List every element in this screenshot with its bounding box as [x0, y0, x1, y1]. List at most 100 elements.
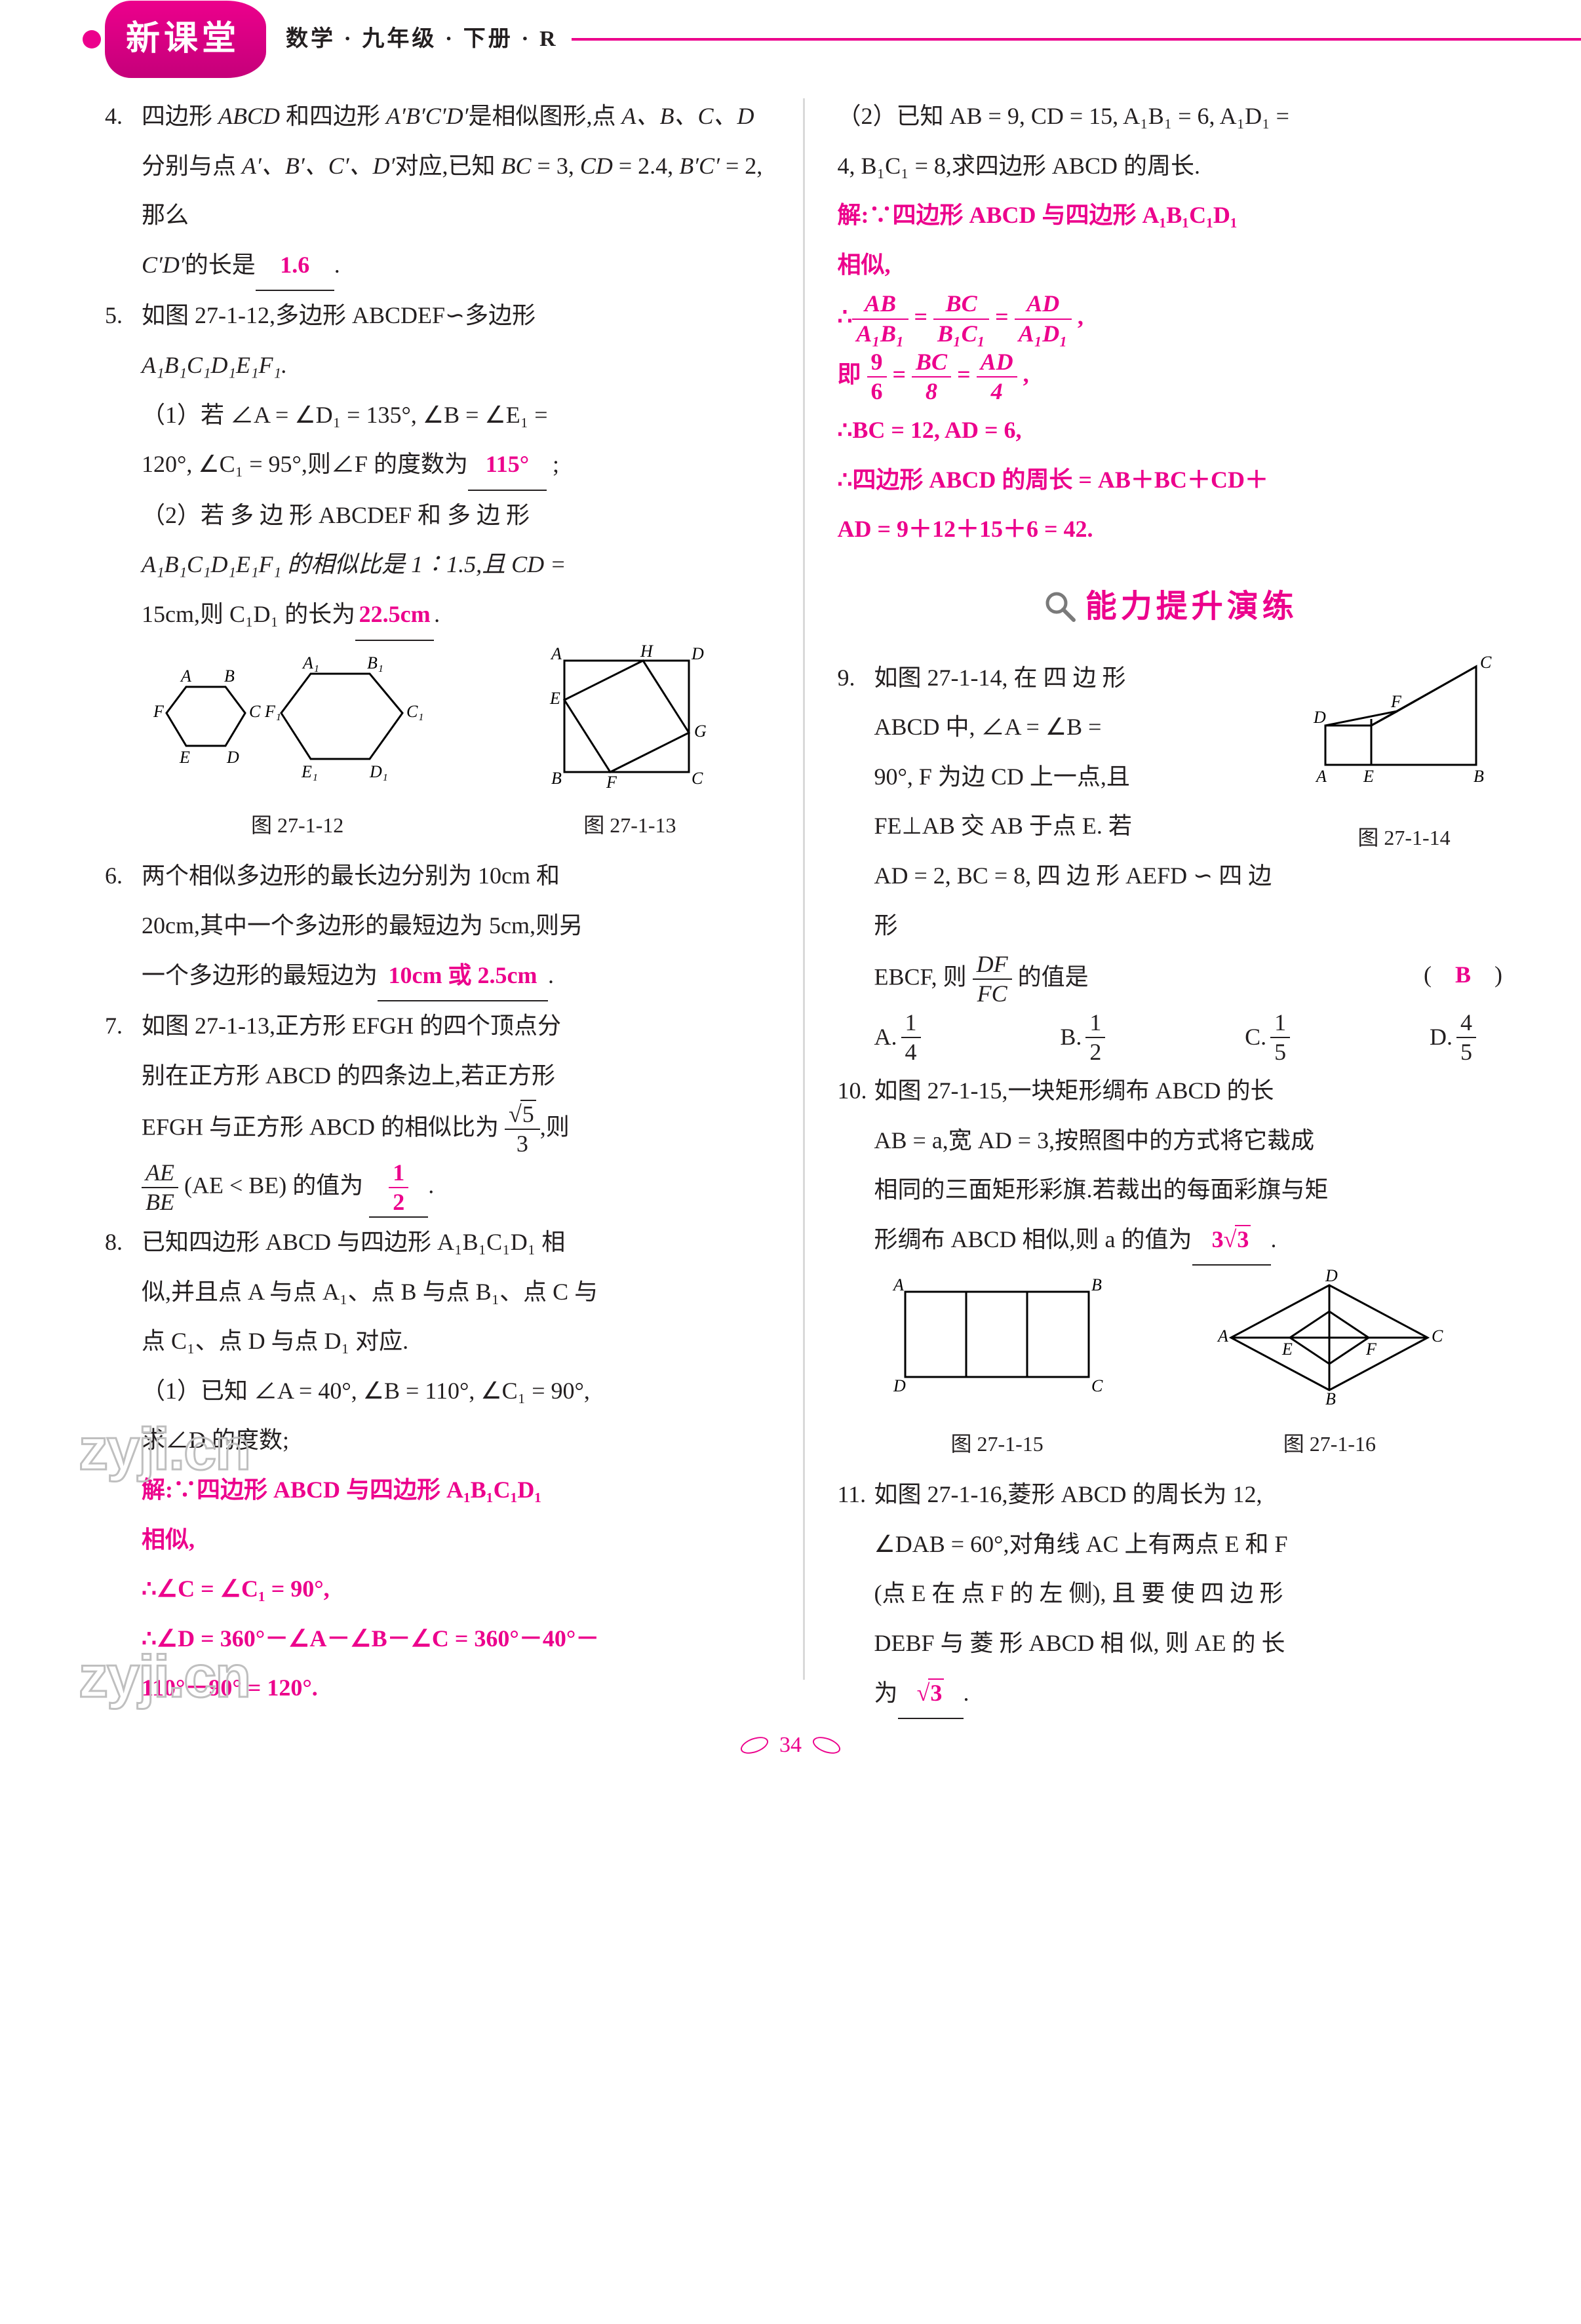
q11-l5a: 为 — [874, 1680, 898, 1706]
q11-l1: 如图 27-1-16,菱形 ABCD 的周长为 12, — [874, 1481, 1262, 1507]
q11-l2: ∠DAB = 60°,对角线 AC 上有两点 E 和 F — [874, 1531, 1288, 1557]
hexagons-svg: AB CD EF A₁B₁ C₁D₁ E₁F₁ — [160, 648, 435, 785]
svg-text:A: A — [1217, 1327, 1228, 1346]
fig-27-1-13-caption: 图 27-1-13 — [545, 804, 715, 847]
q5-l1: 如图 27-1-12,多边形 ABCDEF∽多边形 — [142, 302, 536, 328]
q9-choices: A. 14 B. 12 C. 15 D. 45 — [874, 1009, 1503, 1066]
svg-text:E: E — [179, 748, 190, 767]
svg-text:F: F — [153, 702, 165, 721]
q4-pts: A、B、C、D — [622, 103, 754, 129]
q7-l3a: EFGH 与正方形 ABCD 的相似比为 — [142, 1114, 499, 1140]
figure-row-1: AB CD EF A₁B₁ C₁D₁ E₁F₁ 图 27-1-12 — [105, 648, 770, 848]
question-6: 6. 两个相似多边形的最长边分别为 10cm 和 20cm,其中一个多边形的最短… — [105, 851, 770, 1001]
svg-text:A: A — [892, 1275, 904, 1294]
q7-l1: 如图 27-1-13,正方形 EFGH 的四个顶点分 — [142, 1013, 561, 1039]
q5-p1l: （1）若 ∠A = ∠D₁ = 135°, ∠B = ∠E₁ = — [142, 402, 548, 428]
q9-choice-d: D. 45 — [1430, 1009, 1476, 1066]
q5-p1l2: 120°, ∠C₁ = 95°,则∠F 的度数为 — [142, 451, 468, 477]
q9-l5: AD = 2, BC = 8, 四 边 形 AEFD ∽ 四 边 形 — [874, 862, 1272, 939]
q9-l3: 90°, F 为边 CD 上一点,且 — [874, 764, 1130, 790]
q4-t3: 是相似图形,点 — [469, 103, 622, 129]
figure-27-1-15: AB CD 图 27-1-15 — [886, 1272, 1108, 1466]
q5-num: 5. — [105, 291, 142, 640]
q6-l3b: . — [548, 962, 554, 988]
fig-27-1-14-caption: 图 27-1-14 — [1306, 816, 1502, 860]
q6-body: 两个相似多边形的最长边分别为 10cm 和 20cm,其中一个多边形的最短边为 … — [142, 851, 770, 1001]
q6-l2: 20cm,其中一个多边形的最短边为 5cm,则另 — [142, 912, 583, 939]
svg-text:F: F — [1365, 1340, 1377, 1359]
section-title-text: 能力提升演练 — [1085, 574, 1298, 640]
q5-p2l3: 15cm,则 C₁D₁ 的长为 — [142, 601, 355, 627]
svg-text:C: C — [692, 769, 703, 788]
q9-paren: ( B ) — [1424, 950, 1502, 1000]
question-10: 10. 如图 27-1-15,一块矩形绸布 ABCD 的长 AB = a,宽 A… — [838, 1066, 1503, 1266]
q4-t5: 对应,已知 — [395, 153, 501, 179]
figure-row-2: AB CD 图 27-1-15 AC DB — [838, 1272, 1503, 1466]
q4-bc: BC — [501, 153, 532, 179]
svg-text:A: A — [550, 644, 562, 663]
q4-t4: 分别与点 — [142, 153, 242, 179]
q6-l3a: 一个多边形的最短边为 — [142, 962, 378, 988]
q7-body: 如图 27-1-13,正方形 EFGH 的四个顶点分 别在正方形 ABCD 的四… — [142, 1001, 770, 1218]
q8p2-l1: （2）已知 AB = 9, CD = 15, A₁B₁ = 6, A₁D₁ = — [838, 103, 1289, 129]
q8-part2: （2）已知 AB = 9, CD = 15, A₁B₁ = 6, A₁D₁ = … — [838, 92, 1503, 554]
question-11: 11. 如图 27-1-16,菱形 ABCD 的周长为 12, ∠DAB = 6… — [838, 1470, 1503, 1719]
svg-text:C: C — [1091, 1376, 1103, 1395]
svg-text:D: D — [691, 644, 704, 663]
q6-answer: 10cm 或 2.5cm — [378, 951, 548, 1002]
header-subtitle: 数学 · 九年级 · 下册 · R — [286, 16, 558, 62]
q8-l3: 点 C₁、点 D 与点 D₁ 对应. — [142, 1328, 408, 1354]
q5-body: 如图 27-1-12,多边形 ABCDEF∽多边形 A₁B₁C₁D₁E₁F₁. … — [142, 291, 770, 640]
figure-27-1-13: AD BC EF GH 图 27-1-13 — [545, 648, 715, 848]
q5-p2l2: A₁B₁C₁D₁E₁F₁ 的相似比是 1∶1.5,且 CD = — [142, 551, 566, 577]
q8-num: 8. — [105, 1218, 142, 1713]
q11-num: 11. — [838, 1470, 874, 1719]
svg-text:B: B — [1091, 1275, 1102, 1294]
q4-abcd: ABCD — [218, 103, 280, 129]
q11-l4: DEBF 与 菱 形 ABCD 相 似, 则 AE 的 长 — [874, 1630, 1285, 1656]
q4-answer: 1.6 — [256, 241, 334, 292]
q9-num: 9. — [838, 653, 874, 1066]
q4-cd: CD — [580, 153, 613, 179]
q7-answer: 12 — [389, 1159, 408, 1216]
content-area: 4. 四边形 ABCD 和四边形 A′B′C′D′是相似图形,点 A、B、C、D… — [0, 79, 1581, 1719]
q8-l1: 已知四边形 ABCD 与四边形 A₁B₁C₁D₁ 相 — [142, 1229, 565, 1255]
q10-body: 如图 27-1-15,一块矩形绸布 ABCD 的长 AB = a,宽 AD = … — [874, 1066, 1503, 1266]
q9-choice-a: A. 14 — [874, 1009, 921, 1066]
question-4: 4. 四边形 ABCD 和四边形 A′B′C′D′是相似图形,点 A、B、C、D… — [105, 92, 770, 291]
q6-l1: 两个相似多边形的最长边分别为 10cm 和 — [142, 862, 560, 889]
svg-text:B: B — [1474, 767, 1484, 786]
q4-num: 4. — [105, 92, 142, 291]
svg-text:E: E — [1363, 767, 1374, 786]
q10-l4b: . — [1271, 1226, 1277, 1252]
svg-text:F: F — [1390, 692, 1402, 711]
q10-num: 10. — [838, 1066, 874, 1266]
q4-cdp: C′D′ — [142, 252, 185, 278]
q5-p2-answer: 22.5cm — [355, 590, 434, 641]
q4-period: . — [334, 252, 340, 278]
q11-answer: 3 — [898, 1669, 964, 1720]
q5-p1e: ; — [547, 451, 559, 477]
q5-p2l: （2）若 多 边 形 ABCDEF 和 多 边 形 — [142, 502, 530, 528]
svg-text:E₁: E₁ — [301, 762, 318, 781]
svg-text:C: C — [1480, 653, 1492, 672]
right-column: （2）已知 AB = 9, CD = 15, A₁B₁ = 6, A₁D₁ = … — [805, 92, 1503, 1719]
q9-l6a: EBCF, 则 — [874, 964, 967, 990]
question-9: 9. — [838, 653, 1503, 1066]
figure-27-1-12: AB CD EF A₁B₁ C₁D₁ E₁F₁ 图 27-1-12 — [160, 648, 435, 848]
q10-answer: 33 — [1192, 1215, 1271, 1266]
q6-num: 6. — [105, 851, 142, 1001]
q4-eq1: = 3, — [532, 153, 580, 179]
q8p2-l2: 4, B₁C₁ = 8,求四边形 ABCD 的周长. — [838, 153, 1200, 179]
q9-l1: 如图 27-1-14, 在 四 边 形 — [874, 665, 1126, 691]
svg-text:D: D — [1325, 1266, 1338, 1285]
q7-num: 7. — [105, 1001, 142, 1218]
svg-text:C: C — [1432, 1327, 1443, 1346]
svg-text:F: F — [606, 773, 617, 792]
svg-text:G: G — [694, 722, 707, 741]
q10-l3: 相同的三面矩形彩旗.若裁出的每面彩旗与矩 — [874, 1176, 1329, 1203]
section-title: 能力提升演练 — [838, 574, 1503, 640]
q10-l4a: 形绸布 ABCD 相似,则 a 的值为 — [874, 1226, 1192, 1252]
page-header: 新课堂 数学 · 九年级 · 下册 · R — [0, 0, 1581, 79]
svg-text:B: B — [224, 667, 235, 686]
